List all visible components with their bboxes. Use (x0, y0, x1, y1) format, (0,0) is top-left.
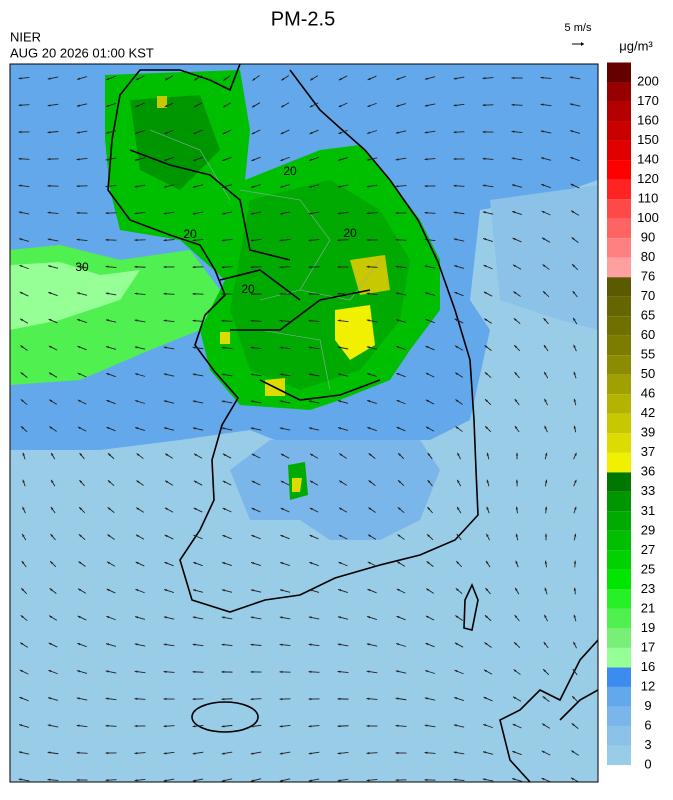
colorbar-swatch (607, 258, 631, 278)
wind-scale-label: 5 m/s (565, 22, 592, 34)
colorbar-tick-label: 23 (641, 581, 655, 596)
colorbar-swatch (607, 492, 631, 512)
colorbar-tick-label: 12 (641, 678, 655, 693)
colorbar-tick-label: 42 (641, 405, 655, 420)
colorbar-tick-label: 55 (641, 347, 655, 362)
colorbar-tick-label: 33 (641, 483, 655, 498)
contour-label: 30 (75, 260, 89, 274)
colorbar-tick-label: 150 (637, 132, 659, 147)
colorbar-tick-label: 21 (641, 600, 655, 615)
colorbar-tick-label: 50 (641, 366, 655, 381)
colorbar-tick-label: 29 (641, 522, 655, 537)
colorbar-swatch (607, 63, 631, 83)
colorbar-tick-label: 70 (641, 288, 655, 303)
colorbar-tick-label: 90 (641, 230, 655, 245)
colorbar-tick-label: 46 (641, 386, 655, 401)
colorbar-tick-label: 100 (637, 210, 659, 225)
colorbar-tick-label: 160 (637, 112, 659, 127)
colorbar-swatch (607, 336, 631, 356)
colorbar-swatch (607, 628, 631, 648)
colorbar-swatch (607, 160, 631, 180)
colorbar-swatch (607, 297, 631, 317)
colorbar-tick-label: 80 (641, 249, 655, 264)
colorbar-swatch (607, 667, 631, 687)
colorbar-swatch (607, 316, 631, 336)
colorbar-tick-label: 37 (641, 444, 655, 459)
colorbar-swatch (607, 745, 631, 765)
colorbar-tick-label: 6 (644, 717, 651, 732)
wind-scale-arrowhead (581, 42, 584, 46)
colorbar-tick-label: 31 (641, 503, 655, 518)
colorbar-tick-label: 25 (641, 561, 655, 576)
colorbar-tick-label: 0 (644, 756, 651, 771)
colorbar-swatch (607, 687, 631, 707)
colorbar-swatch (607, 531, 631, 551)
colorbar-swatch (607, 570, 631, 590)
colorbar-swatch (607, 102, 631, 122)
contour-label: 20 (241, 282, 255, 296)
colorbar-tick-label: 39 (641, 425, 655, 440)
peak-field (220, 332, 230, 344)
colorbar-tick-label: 60 (641, 327, 655, 342)
colorbar-swatch (607, 199, 631, 219)
colorbar-tick-label: 170 (637, 93, 659, 108)
colorbar-swatch (607, 219, 631, 239)
colorbar-tick-label: 27 (641, 542, 655, 557)
colorbar-tick-label: 140 (637, 152, 659, 167)
colorbar-swatch (607, 453, 631, 473)
colorbar-swatch (607, 355, 631, 375)
colorbar-tick-label: 3 (644, 737, 651, 752)
colorbar-tick-label: 65 (641, 308, 655, 323)
datetime: AUG 20 2026 01:00 KST (10, 45, 154, 60)
colorbar-swatch (607, 589, 631, 609)
colorbar-swatch (607, 414, 631, 434)
colorbar-swatch (607, 180, 631, 200)
colorbar-swatch (607, 141, 631, 161)
colorbar-swatch (607, 375, 631, 395)
colorbar-tick-label: 110 (638, 191, 659, 206)
colorbar-swatch (607, 433, 631, 453)
colorbar-tick-label: 120 (637, 171, 659, 186)
colorbar-tick-label: 36 (641, 464, 655, 479)
colorbar-swatch (607, 511, 631, 531)
colorbar: 0369121617192123252729313336373942465055… (607, 63, 659, 772)
colorbar-tick-label: 17 (641, 639, 655, 654)
colorbar-swatch (607, 648, 631, 668)
colorbar-swatch (607, 706, 631, 726)
colorbar-unit: μg/m³ (619, 38, 653, 53)
colorbar-swatch (607, 609, 631, 629)
map: 30 20 20 20 20 (10, 64, 598, 782)
colorbar-tick-label: 200 (637, 73, 659, 88)
colorbar-swatch (607, 394, 631, 414)
colorbar-tick-label: 76 (641, 269, 655, 284)
colorbar-swatch (607, 472, 631, 492)
colorbar-tick-label: 19 (641, 620, 655, 635)
colorbar-tick-label: 9 (644, 698, 651, 713)
contour-label: 20 (283, 164, 297, 178)
contour-label: 20 (183, 227, 197, 241)
colorbar-tick-label: 16 (641, 659, 655, 674)
colorbar-swatch (607, 550, 631, 570)
colorbar-swatch (607, 726, 631, 746)
colorbar-swatch (607, 238, 631, 258)
colorbar-swatch (607, 121, 631, 141)
colorbar-swatch (607, 82, 631, 102)
title: PM-2.5 (271, 8, 335, 30)
agency: NIER (10, 29, 41, 44)
contour-label: 20 (343, 226, 357, 240)
colorbar-swatch (607, 277, 631, 297)
